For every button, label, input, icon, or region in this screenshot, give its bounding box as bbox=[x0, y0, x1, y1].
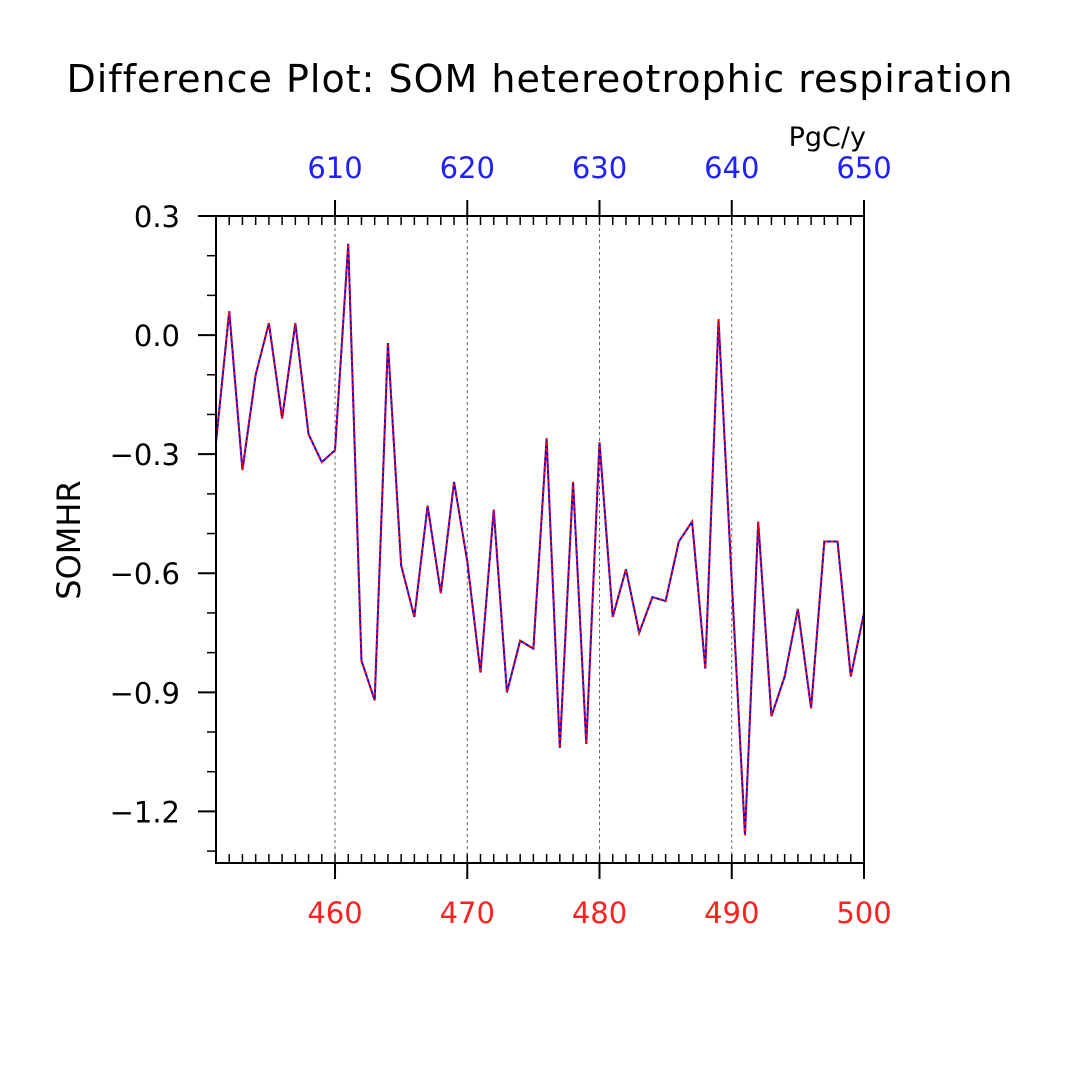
y-axis-label: SOMHR bbox=[50, 480, 88, 599]
chart-title: Difference Plot: SOM hetereotrophic resp… bbox=[66, 57, 1013, 101]
y-tick-label: −1.2 bbox=[110, 795, 180, 829]
y-tick-label: −0.6 bbox=[110, 557, 180, 591]
grid bbox=[334, 216, 733, 863]
y-tick-label: −0.3 bbox=[110, 438, 180, 472]
x-tick-label-bottom: 470 bbox=[440, 896, 495, 930]
x-tick-label-top: 640 bbox=[704, 151, 759, 185]
x-tick-label-bottom: 490 bbox=[704, 896, 759, 930]
x-tick-label-top: 620 bbox=[440, 151, 495, 185]
plot-frame bbox=[215, 215, 865, 864]
series-blue-line bbox=[215, 243, 865, 836]
axes: 460 610 470 620 480 630 490 640 500 650 0.3 0.0 −0.3… bbox=[110, 151, 892, 930]
x-tick-label-top: 610 bbox=[307, 151, 362, 185]
x-tick-label-top: 630 bbox=[572, 151, 627, 185]
x-tick-label-bottom: 500 bbox=[836, 896, 891, 930]
y-tick-label: 0.3 bbox=[134, 200, 180, 234]
x-tick-label-top: 650 bbox=[836, 151, 891, 185]
series-group bbox=[215, 243, 865, 836]
series-red-line bbox=[215, 243, 865, 836]
units-label: PgC/y bbox=[789, 122, 866, 153]
x-tick-label-bottom: 460 bbox=[307, 896, 362, 930]
y-tick-label: −0.9 bbox=[110, 676, 180, 710]
x-tick-label-bottom: 480 bbox=[572, 896, 627, 930]
y-tick-label: 0.0 bbox=[134, 319, 180, 353]
